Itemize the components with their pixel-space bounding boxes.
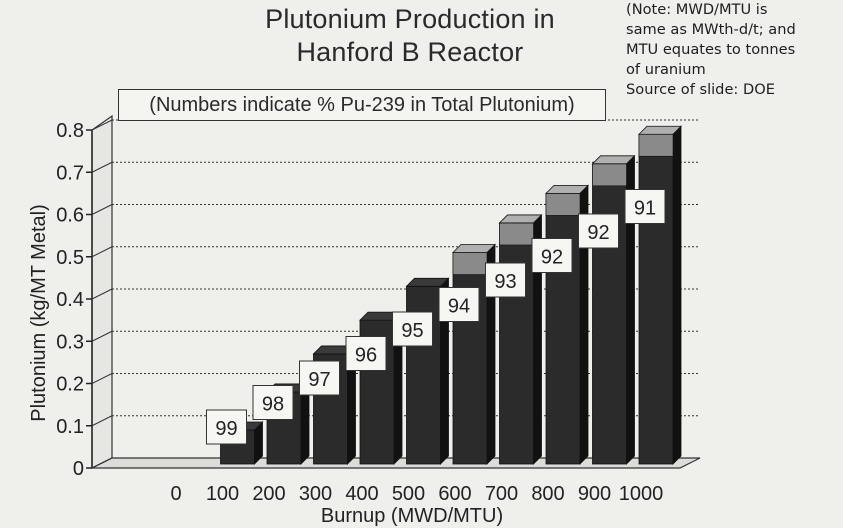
bar: 92	[531, 184, 589, 465]
bar-top	[452, 244, 496, 253]
bar: 91	[624, 125, 682, 465]
pu239-label-box	[438, 287, 480, 322]
note-annotation: (Note: MWD/MTU is same as MWth-d/t; and …	[626, 0, 841, 100]
pu239-label: 99	[215, 418, 237, 440]
bar-cap	[545, 193, 581, 216]
bar-front	[452, 252, 488, 465]
bar-top	[545, 184, 589, 194]
bar-front	[638, 133, 674, 465]
bar: 94	[438, 243, 496, 465]
x-tick-label: 200	[252, 483, 285, 505]
pu239-label: 98	[262, 394, 284, 416]
gridline-diag	[91, 204, 113, 215]
note-line: Source of slide: DOE	[626, 81, 775, 98]
y-tick-label: 0	[73, 458, 84, 480]
pu239-label-box	[252, 385, 294, 420]
bar-front	[499, 222, 534, 465]
bar-front	[592, 163, 627, 465]
chart-subtitle-text: (Numbers indicate % Pu-239 in Total Plut…	[149, 93, 575, 116]
y-tick-labels: 0 0.1 0.2 0.3 0.4 0.5 0.6 0.7 0.8	[56, 120, 84, 480]
y-tick-label: 0.6	[56, 205, 84, 227]
y-tick-label: 0.5	[56, 247, 84, 269]
bar: 98	[252, 382, 310, 465]
y-axis-label: Plutonium (kg/MT Metal)	[28, 204, 50, 421]
pu239-label-box	[578, 213, 619, 249]
y-tick-label: 0.3	[56, 331, 84, 353]
chart-subtitle: (Numbers indicate % Pu-239 in Total Plut…	[118, 89, 606, 121]
pu239-label: 93	[494, 271, 516, 293]
y-tick-label: 0.2	[56, 374, 84, 396]
x-axis-label: Burnup (MWD/MTU)	[321, 505, 503, 527]
x-tick-label: 0	[170, 483, 181, 505]
x-tick-labels: 0 100 200 300 400 500 600 700 800 900 1000	[170, 483, 663, 505]
pu239-label: 92	[587, 222, 609, 244]
bar-front	[545, 192, 581, 465]
pu239-label-box	[345, 336, 387, 371]
chart-title-line-2: Hanford B Reactor	[296, 37, 524, 67]
pu239-label: 97	[308, 369, 330, 391]
pu239-label: 95	[401, 320, 423, 342]
y-tick-label: 0.7	[56, 162, 84, 184]
pu239-label: 94	[448, 296, 470, 318]
gridline-diag	[91, 373, 113, 384]
x-tick-label: 1000	[619, 483, 664, 505]
pu239-label: 92	[541, 247, 563, 269]
gridline-diag	[91, 457, 113, 469]
pu239-label-box	[392, 311, 433, 347]
y-tick-label: 0.8	[56, 120, 84, 142]
bar-top	[638, 125, 682, 135]
note-line: MTU equates to tonnes	[626, 41, 796, 58]
bar-top	[405, 277, 450, 287]
x-tick-label: 300	[299, 483, 332, 505]
y-tick-label: 0.4	[56, 289, 84, 311]
bar-cap	[592, 163, 627, 187]
pu239-label: 91	[634, 198, 656, 220]
bar: 92	[578, 154, 636, 465]
pu239-label-box	[299, 360, 340, 396]
x-tick-label: 600	[438, 483, 471, 505]
gridline-diag	[91, 246, 113, 258]
x-tick-label: 400	[345, 483, 378, 505]
bar: 93	[485, 213, 543, 465]
bar-cap	[452, 252, 488, 275]
pu239-label-box	[531, 238, 573, 273]
gridline-diag	[91, 119, 113, 131]
left-wall	[91, 114, 113, 469]
bar-top	[591, 155, 636, 165]
chart-title-line-1: Plutonium Production in	[265, 4, 555, 34]
gridline-diag	[91, 288, 113, 300]
y-tick-label: 0.1	[56, 416, 84, 438]
x-tick-label: 800	[531, 483, 564, 505]
bars: 99 98 97 96 95 94 93 92 92 91	[206, 125, 682, 465]
pu239-label-box	[485, 262, 526, 298]
bar-cap	[499, 222, 534, 246]
pu239-label: 96	[355, 345, 377, 367]
bar: 97	[299, 344, 357, 465]
note-line: same as MWth-d/t; and	[626, 21, 796, 38]
bar-side	[672, 125, 682, 465]
bar: 95	[392, 277, 450, 465]
x-tick-label: 700	[485, 483, 518, 505]
gridline-diag	[91, 415, 113, 427]
x-tick-label: 500	[392, 483, 425, 505]
gridline-diag	[91, 161, 113, 173]
bar: 99	[206, 409, 264, 465]
pu239-label-box	[624, 189, 666, 224]
bar-top	[498, 214, 543, 224]
gridline-diag	[91, 330, 113, 342]
x-tick-label: 900	[578, 483, 611, 505]
pu239-label-box	[206, 409, 247, 445]
bar-side	[300, 382, 310, 465]
x-tick-label: 100	[206, 483, 239, 505]
note-line: of uranium	[626, 61, 706, 78]
note-line: (Note: MWD/MTU is	[626, 1, 768, 18]
bar-cap	[638, 133, 674, 157]
